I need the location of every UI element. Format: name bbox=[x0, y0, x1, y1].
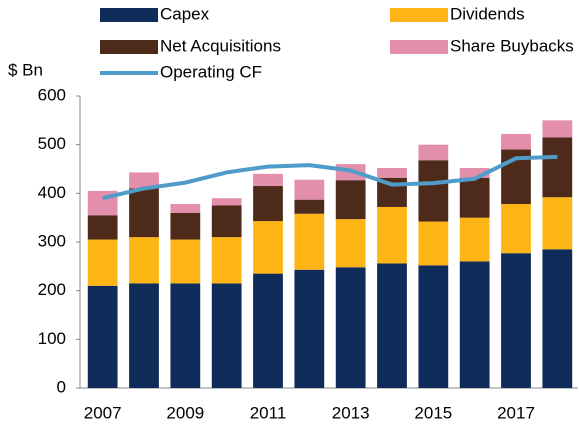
y-tick-label: 0 bbox=[57, 377, 66, 396]
x-tick-label: 2017 bbox=[497, 403, 535, 422]
y-tick-label: 500 bbox=[38, 134, 66, 153]
legend-swatch bbox=[100, 8, 158, 22]
bar-segment bbox=[459, 177, 490, 218]
bar-segment bbox=[211, 198, 242, 206]
bar-segment bbox=[129, 283, 159, 388]
bar-segment bbox=[377, 263, 407, 388]
bar-segment bbox=[459, 168, 490, 178]
x-tick-label: 2013 bbox=[332, 403, 370, 422]
bar-segment bbox=[294, 213, 325, 270]
x-tick-label: 2011 bbox=[250, 403, 287, 422]
bar-segment bbox=[129, 237, 159, 284]
bar-segment bbox=[335, 219, 366, 268]
bar-segment bbox=[211, 283, 242, 388]
bar-segment bbox=[170, 239, 201, 284]
x-tick-label: 2009 bbox=[166, 403, 204, 422]
bar-segment bbox=[294, 269, 325, 388]
legend-swatch bbox=[390, 40, 448, 54]
bar-segment bbox=[87, 285, 118, 388]
legend-swatch bbox=[390, 8, 448, 22]
legend-label: Net Acquisitions bbox=[160, 36, 281, 55]
legend-label: Dividends bbox=[450, 4, 525, 23]
y-axis-label: $ Bn bbox=[8, 60, 43, 79]
y-tick-label: 400 bbox=[38, 183, 66, 202]
line bbox=[102, 154, 558, 201]
bar-segment bbox=[501, 204, 531, 254]
bar-segment bbox=[418, 160, 449, 222]
bar-segment bbox=[418, 265, 449, 388]
bar-segment bbox=[418, 221, 449, 266]
y-tick-label: 300 bbox=[38, 231, 66, 250]
x-tick-label: 2015 bbox=[414, 403, 452, 422]
bar-segment bbox=[170, 204, 201, 213]
bar-segment bbox=[501, 253, 531, 388]
bar-segment bbox=[459, 261, 490, 388]
bar-segment bbox=[211, 205, 242, 238]
bar-segment bbox=[129, 188, 159, 238]
legend-label: Capex bbox=[160, 4, 210, 23]
y-tick-label: 600 bbox=[38, 85, 66, 104]
y-tick-label: 200 bbox=[38, 280, 66, 299]
bar-segment bbox=[377, 168, 407, 178]
bar-segment bbox=[294, 179, 325, 200]
bar-segment bbox=[253, 273, 283, 388]
legend-swatch bbox=[100, 40, 158, 54]
bar-segment bbox=[542, 137, 573, 198]
bar-segment bbox=[211, 237, 242, 284]
bar-segment bbox=[377, 206, 407, 264]
bar-segment bbox=[335, 180, 366, 220]
bar-segment bbox=[87, 239, 118, 286]
bar-segment bbox=[253, 221, 283, 274]
bar-segment bbox=[459, 217, 490, 262]
bar-segment bbox=[294, 199, 325, 214]
bar-segment bbox=[542, 249, 573, 388]
legend-label: Operating CF bbox=[160, 62, 262, 81]
bar-segment bbox=[170, 212, 201, 240]
bar-segment bbox=[253, 186, 283, 222]
x-tick-label: 2007 bbox=[84, 403, 122, 422]
bar-segment bbox=[335, 267, 366, 388]
y-tick-label: 100 bbox=[38, 329, 66, 348]
bar-segment bbox=[170, 283, 201, 388]
bar-segment bbox=[542, 197, 573, 250]
legend-label: Share Buybacks bbox=[450, 36, 574, 55]
bar-segment bbox=[501, 133, 531, 150]
bar-segment bbox=[87, 215, 118, 240]
bar-segment bbox=[253, 173, 283, 187]
bar-segment bbox=[418, 144, 449, 161]
bar-segment bbox=[542, 120, 573, 138]
bar-segment bbox=[129, 172, 159, 189]
